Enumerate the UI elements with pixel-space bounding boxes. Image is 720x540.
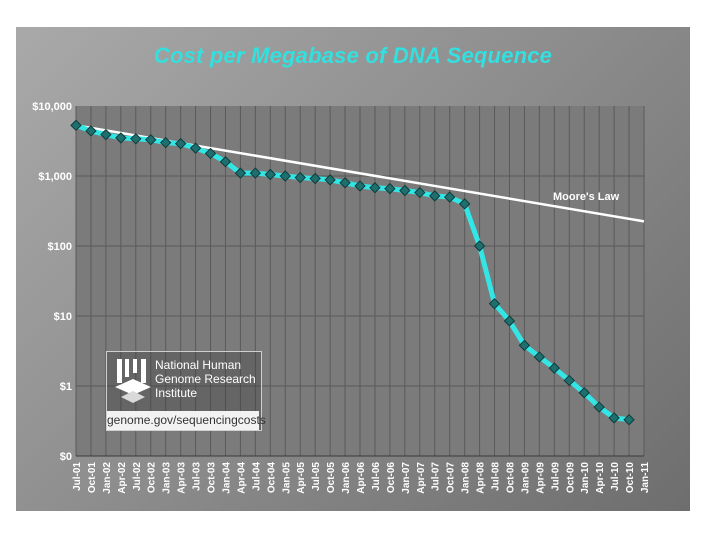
cost-data-point (593, 401, 605, 413)
x-tick-label: Apr-03 (177, 462, 188, 494)
cost-data-point (518, 339, 531, 352)
series-layer (70, 119, 645, 426)
cost-data-point (130, 133, 142, 145)
x-tick-label: Jul-09 (550, 462, 561, 491)
y-tick-label: $1 (60, 381, 72, 393)
cost-data-point (294, 171, 306, 184)
x-tick-label: Apr-02 (117, 462, 128, 494)
cost-data-point (219, 156, 232, 168)
x-tick-label: Jul-10 (610, 462, 621, 491)
x-tick-label: Apr-09 (535, 462, 546, 494)
x-tick-label: Oct-04 (266, 462, 277, 494)
cost-data-point (384, 182, 396, 195)
cost-data-point (249, 167, 262, 179)
x-tick-label: Jan-03 (162, 462, 173, 494)
logo-line-1: National Human (155, 358, 242, 372)
x-tick-label: Apr-04 (236, 462, 247, 494)
cost-data-point (309, 172, 321, 185)
cost-data-point (414, 186, 426, 199)
x-tick-label: Jan-06 (341, 462, 352, 494)
cost-data-point (563, 374, 575, 387)
cost-data-point (159, 136, 172, 149)
cost-data-point (443, 191, 456, 203)
cost-data-point (264, 168, 277, 181)
x-tick-label: Jul-08 (491, 462, 502, 491)
x-tick-label: Oct-05 (326, 462, 337, 494)
x-tick-label: Oct-08 (505, 462, 516, 494)
x-tick-label: Jan-02 (102, 462, 113, 494)
cost-data-point (189, 142, 202, 154)
cost-data-point (339, 177, 351, 189)
cost-data-point (399, 184, 411, 197)
cost-data-point (533, 351, 546, 363)
x-tick-label: Jul-05 (311, 462, 322, 491)
logo-url: genome.gov/sequencingcosts (107, 411, 266, 430)
cost-data-point (70, 119, 82, 132)
cost-data-point (204, 147, 217, 160)
y-tick-label: $0 (60, 451, 72, 463)
x-tick-label: Oct-03 (207, 462, 218, 494)
x-tick-label: Apr-06 (356, 462, 367, 494)
cost-data-point (473, 240, 486, 252)
chart-title: Cost per Megabase of DNA Sequence (153, 43, 553, 68)
logo-line-3: Institute (155, 386, 198, 400)
logo-line-2: Genome Research (155, 372, 256, 386)
cost-data-point (458, 198, 471, 210)
x-tick-label: Jul-03 (192, 462, 203, 491)
moores-law-label: Moore's Law (553, 191, 620, 203)
x-tick-label: Apr-05 (296, 462, 307, 494)
cost-data-point (145, 133, 157, 146)
nhgri-logo: National Human Genome Research Institute… (106, 351, 266, 431)
cost-data-point (115, 132, 127, 144)
x-tick-label: Oct-09 (565, 462, 576, 494)
x-axis-ticks: Jul-01 Oct-01 Jan-02 Apr-02 Jul-02 Oct-02 Jan-… (72, 462, 651, 494)
x-tick-label: Jan-07 (401, 462, 412, 494)
x-tick-label: Apr-07 (416, 462, 427, 494)
cost-data-point (324, 174, 336, 186)
cost-data-point (608, 412, 620, 424)
y-tick-label: $1,000 (38, 171, 72, 183)
x-tick-label: Oct-07 (446, 462, 457, 494)
y-axis-ticks: $10,000 $1,000 $100 $10 $1 $0 (32, 101, 72, 463)
x-tick-label: Oct-06 (386, 462, 397, 494)
y-tick-label: $100 (48, 241, 72, 253)
x-tick-label: Jan-05 (281, 462, 292, 494)
cost-data-point (354, 180, 366, 192)
cost-data-point (488, 297, 501, 310)
x-tick-label: Jan-11 (640, 462, 651, 494)
y-tick-label: $10,000 (32, 101, 72, 113)
x-tick-label: Jan-04 (221, 462, 232, 494)
x-tick-label: Apr-08 (476, 462, 487, 494)
x-tick-label: Oct-02 (147, 462, 158, 494)
cost-data-point (234, 167, 247, 179)
x-tick-label: Apr-10 (595, 462, 606, 494)
x-tick-label: Jul-07 (431, 462, 442, 491)
x-tick-label: Jul-02 (132, 462, 143, 491)
x-tick-label: Jan-09 (520, 462, 531, 494)
cost-data-point (503, 315, 516, 327)
cost-data-point (429, 190, 441, 202)
cost-data-point (174, 137, 187, 150)
y-tick-label: $10 (54, 311, 72, 323)
cost-data-point (623, 413, 635, 426)
dna-helix-icon (115, 359, 151, 403)
x-tick-label: Jul-04 (251, 462, 262, 491)
cost-data-point (100, 128, 112, 141)
x-tick-label: Jul-01 (72, 462, 83, 491)
x-tick-label: Oct-10 (625, 462, 636, 494)
cost-data-point (578, 387, 590, 399)
x-tick-label: Jul-06 (371, 462, 382, 491)
x-tick-label: Oct-01 (87, 462, 98, 494)
x-tick-label: Jan-10 (580, 462, 591, 494)
cost-data-point (85, 125, 97, 137)
cost-data-point (279, 170, 291, 182)
cost-data-point (369, 182, 381, 194)
x-tick-label: Jan-08 (461, 462, 472, 494)
cost-data-point (548, 362, 561, 374)
